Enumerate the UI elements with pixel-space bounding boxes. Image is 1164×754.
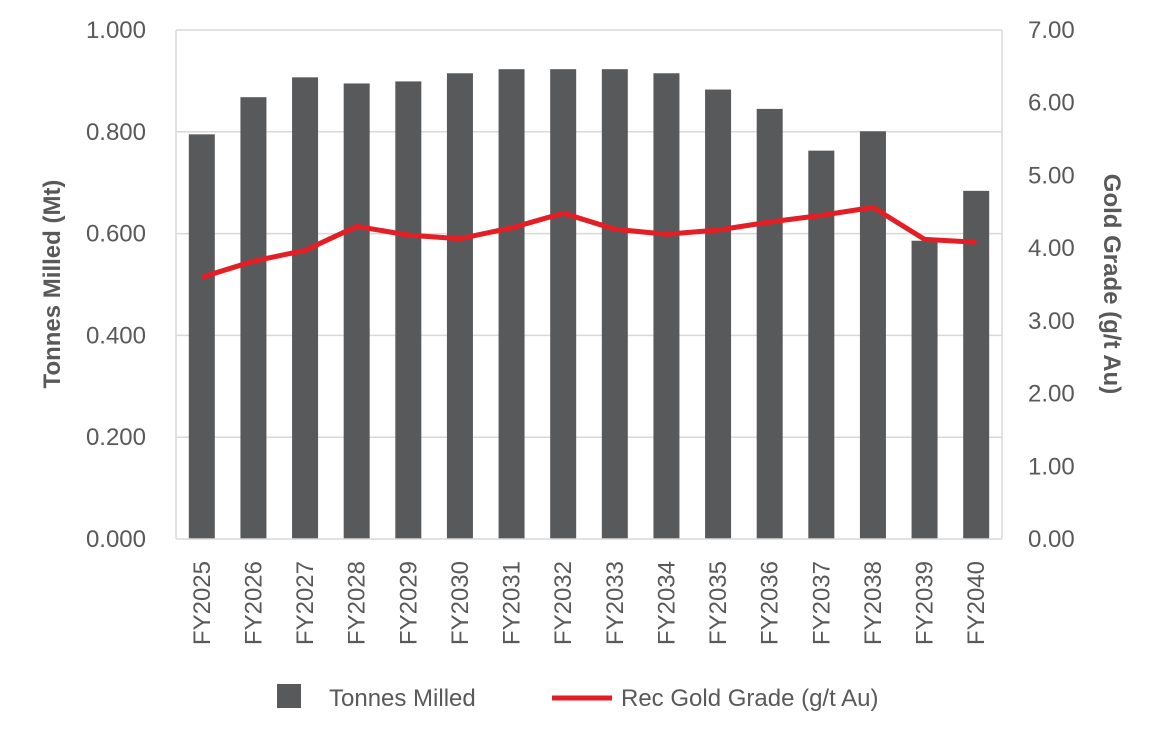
- bar-fy2032: [550, 69, 577, 540]
- x-tick-label: FY2035: [705, 561, 732, 645]
- x-tick-label: FY2040: [963, 561, 990, 645]
- gold-grade-line: [201, 204, 977, 280]
- left-axis-title: Tonnes Milled (Mt): [39, 180, 66, 389]
- left-tick-label: 0.000: [86, 526, 146, 553]
- bar-fy2028: [343, 83, 370, 539]
- x-tick-label: FY2037: [808, 561, 835, 645]
- right-tick-label: 4.00: [1028, 235, 1075, 262]
- x-tick-label: FY2036: [757, 561, 784, 645]
- bar-fy2031: [498, 69, 525, 540]
- x-tick-label: FY2027: [292, 561, 319, 645]
- line-series-gold-grade: [201, 204, 977, 280]
- right-axis-ticks: 0.00 1.00 2.00 3.00 4.00 5.00 6.00 7.00: [1028, 17, 1075, 553]
- right-tick-label: 2.00: [1028, 381, 1075, 408]
- bar-fy2034: [653, 73, 680, 539]
- x-tick-label: FY2031: [499, 561, 526, 645]
- bar-fy2037: [808, 150, 835, 539]
- legend: Tonnes Milled Rec Gold Grade (g/t Au): [277, 684, 878, 712]
- left-tick-label: 1.000: [86, 17, 146, 44]
- x-tick-label: FY2039: [912, 561, 939, 645]
- left-axis-ticks: 0.000 0.200 0.400 0.600 0.800 1.000: [86, 17, 146, 553]
- x-tick-label: FY2025: [189, 561, 216, 645]
- bar-fy2026: [240, 97, 267, 540]
- right-tick-label: 1.00: [1028, 453, 1075, 480]
- x-tick-label: FY2028: [344, 561, 371, 645]
- right-tick-label: 0.00: [1028, 526, 1075, 553]
- bar-fy2035: [705, 89, 732, 539]
- x-axis-ticks: FY2025 FY2026 FY2027 FY2028 FY2029 FY2030 FY20…: [189, 561, 990, 645]
- bar-fy2036: [756, 108, 783, 540]
- x-tick-label: FY2033: [602, 561, 629, 645]
- bar-fy2033: [601, 69, 628, 540]
- legend-swatch-tonnes-milled: [277, 684, 301, 708]
- x-tick-label: FY2026: [240, 561, 267, 645]
- bar-fy2038: [859, 131, 886, 539]
- right-axis-title: Gold Grade (g/t Au): [1098, 174, 1125, 394]
- x-tick-label: FY2038: [860, 561, 887, 645]
- left-tick-label: 0.600: [86, 221, 146, 248]
- right-tick-label: 6.00: [1028, 90, 1075, 117]
- left-tick-label: 0.800: [86, 119, 146, 146]
- legend-label-tonnes-milled: Tonnes Milled: [329, 685, 476, 712]
- bar-fy2039: [911, 240, 938, 539]
- bar-fy2030: [446, 73, 473, 539]
- x-tick-label: FY2032: [550, 561, 577, 645]
- bar-fy2029: [395, 81, 422, 539]
- legend-label-gold-grade: Rec Gold Grade (g/t Au): [621, 685, 878, 712]
- left-tick-label: 0.200: [86, 424, 146, 451]
- right-tick-label: 5.00: [1028, 162, 1075, 189]
- right-tick-label: 7.00: [1028, 17, 1075, 44]
- x-tick-label: FY2034: [653, 561, 680, 645]
- x-tick-label: FY2030: [447, 561, 474, 645]
- left-tick-label: 0.400: [86, 322, 146, 349]
- bar-fy2025: [188, 134, 215, 539]
- axes: [175, 30, 1003, 540]
- bar-fy2040: [963, 190, 990, 539]
- bar-series-tonnes-milled: [188, 69, 990, 540]
- right-tick-label: 3.00: [1028, 308, 1075, 335]
- bar-fy2027: [292, 77, 319, 539]
- x-tick-label: FY2029: [395, 561, 422, 645]
